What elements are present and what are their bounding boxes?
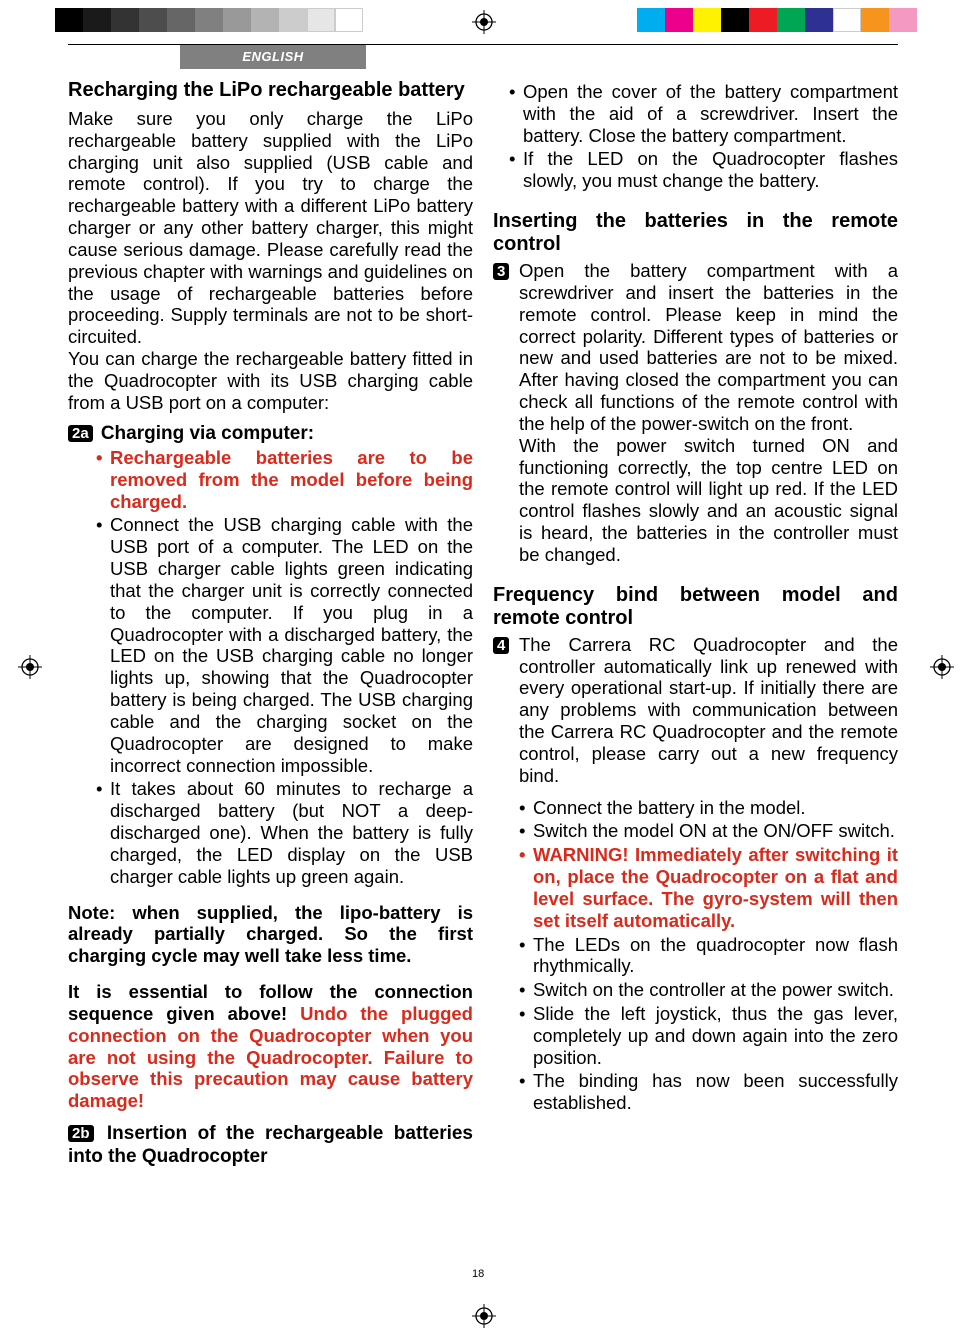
language-tab: ENGLISH xyxy=(180,45,366,69)
intro-paragraph-2: You can charge the rechargeable battery … xyxy=(68,348,473,413)
grayscale-color-bar xyxy=(55,8,363,32)
step-4-bullets: Connect the battery in the model. Switch… xyxy=(519,797,898,1115)
step-badge-2a: 2a xyxy=(68,425,93,442)
right-column: Open the cover of the battery compartmen… xyxy=(493,79,898,1169)
bullet-text: The LEDs on the quadrocopter now flash r… xyxy=(519,934,898,978)
bullet-text: The binding has now been successfully es… xyxy=(519,1070,898,1114)
registration-mark-icon xyxy=(472,10,496,34)
step-2b-title: Insertion of the rechargeable batteries … xyxy=(68,1123,473,1167)
registration-mark-icon xyxy=(18,655,42,679)
warning-text: Rechargeable batteries are to be removed… xyxy=(96,447,473,512)
step-2a-bullets: Rechargeable batteries are to be removed… xyxy=(96,447,473,888)
step-4-text: The Carrera RC Quadrocopter and the cont… xyxy=(519,634,898,787)
bullet-text: Open the cover of the battery compartmen… xyxy=(509,81,898,146)
bullet-text: If the LED on the Quadrocopter flashes s… xyxy=(509,148,898,192)
warning-text: WARNING! Immediately after switching it … xyxy=(519,844,898,931)
registration-mark-icon xyxy=(472,1304,496,1328)
essential-text: It is essential to follow the connection… xyxy=(68,981,473,1112)
step-2a-heading: 2a Charging via computer: xyxy=(68,422,473,445)
bullet-text: Slide the left joystick, thus the gas le… xyxy=(519,1003,898,1068)
note-text: Note: when supplied, the lipo-battery is… xyxy=(68,902,473,967)
step-2a-title: Charging via computer: xyxy=(101,423,314,444)
left-column: Recharging the LiPo rechargeable battery… xyxy=(68,79,473,1169)
step-3-block: 3 Open the battery compartment with a sc… xyxy=(493,260,898,566)
intro-paragraph: Make sure you only charge the LiPo recha… xyxy=(68,108,473,348)
cmyk-color-bar xyxy=(637,8,917,32)
registration-mark-icon xyxy=(930,655,954,679)
step-3-text: Open the battery compartment with a scre… xyxy=(519,260,898,435)
step-2b-heading: 2b Insertion of the rechargeable batteri… xyxy=(68,1122,473,1169)
section-heading: Frequency bind between model and remote … xyxy=(493,584,898,630)
page-content: Recharging the LiPo rechargeable battery… xyxy=(68,79,898,1169)
bullet-text: Switch the model ON at the ON/OFF switch… xyxy=(519,820,898,842)
step-4-block: 4 The Carrera RC Quadrocopter and the co… xyxy=(493,634,898,1114)
top-bullets: Open the cover of the battery compartmen… xyxy=(509,81,898,192)
section-heading: Inserting the batteries in the remote co… xyxy=(493,210,898,256)
bullet-text: It takes about 60 minutes to recharge a … xyxy=(96,778,473,887)
manual-page: ENGLISH Recharging the LiPo rechargeable… xyxy=(68,44,898,1290)
step-badge-2b: 2b xyxy=(68,1125,94,1142)
bullet-text: Connect the USB charging cable with the … xyxy=(96,514,473,776)
step-badge-4: 4 xyxy=(493,637,509,654)
step-badge-3: 3 xyxy=(493,263,509,280)
section-heading: Recharging the LiPo rechargeable battery xyxy=(68,79,473,102)
bullet-text: Connect the battery in the model. xyxy=(519,797,898,819)
page-number: 18 xyxy=(472,1268,484,1280)
bullet-text: Switch on the controller at the power sw… xyxy=(519,979,898,1001)
step-3-text-2: With the power switch turned ON and func… xyxy=(519,435,898,566)
